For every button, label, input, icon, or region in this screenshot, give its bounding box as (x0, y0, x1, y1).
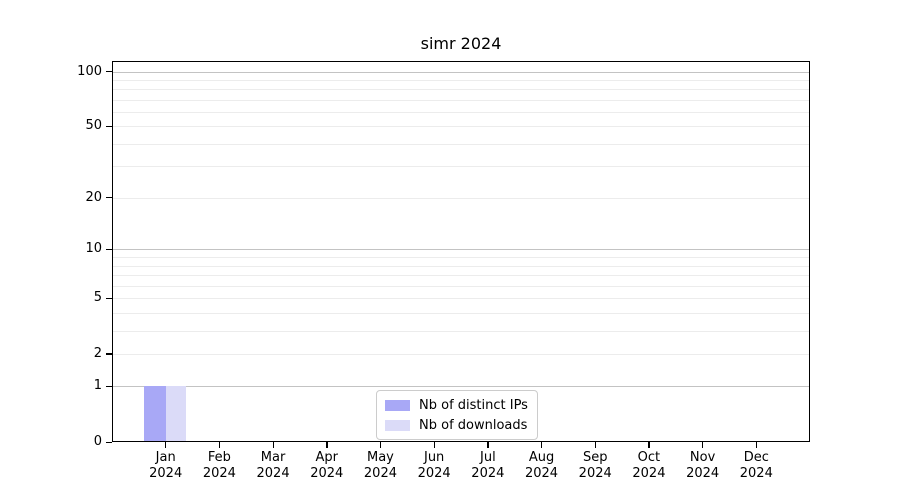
gridline-minor (112, 298, 810, 300)
gridline-minor (112, 143, 810, 145)
gridline-major (112, 71, 810, 73)
x-tick-label-aug: Aug 2024 (506, 450, 578, 482)
x-tick-month: Jun (423, 450, 445, 465)
y-tick-mark (106, 441, 112, 443)
gridline-minor (112, 89, 810, 91)
x-tick-month: Aug (528, 450, 555, 465)
y-tick-mark (106, 248, 112, 251)
x-tick-mark (165, 442, 167, 448)
y-tick-label: 100 (77, 63, 102, 79)
x-tick-year: 2024 (739, 466, 773, 481)
gridline-minor (112, 285, 810, 287)
x-tick-mark (379, 442, 382, 448)
x-tick-month: Jan (155, 450, 176, 465)
gridline-minor (112, 353, 810, 355)
y-tick-mark (106, 197, 112, 199)
legend-item-downloads: Nb of downloads (385, 416, 528, 434)
x-tick-year: 2024 (149, 466, 183, 481)
plot-area (112, 61, 810, 442)
legend-swatch-downloads (385, 419, 410, 431)
x-tick-year: 2024 (632, 466, 666, 481)
gridline-minor (112, 275, 810, 277)
x-tick-year: 2024 (524, 466, 559, 481)
x-tick-mark (702, 442, 704, 448)
x-tick-mark (487, 442, 489, 448)
legend-label-downloads: Nb of downloads (419, 417, 528, 433)
x-tick-mark (648, 442, 650, 448)
gridline-minor (112, 126, 810, 128)
gridline-minor (112, 197, 810, 199)
y-tick-label: 10 (85, 241, 102, 257)
x-tick-label-jan: Jan 2024 (130, 450, 202, 482)
x-tick-month: Jul (480, 450, 496, 465)
gridline-minor (112, 312, 810, 314)
bar-downloads-jan (165, 386, 186, 442)
gridline-minor (112, 265, 810, 267)
y-tick-label: 1 (93, 378, 102, 394)
x-tick-month: Oct (637, 450, 661, 465)
x-tick-year: 2024 (471, 466, 505, 481)
x-tick-month: May (367, 450, 394, 465)
y-tick-mark (106, 125, 112, 128)
x-tick-month: Dec (743, 450, 769, 465)
legend: Nb of distinct IPs Nb of downloads (376, 390, 538, 440)
chart-title: simr 2024 (420, 34, 502, 53)
y-tick-mark (106, 353, 112, 355)
x-tick-label-may: May 2024 (344, 450, 416, 482)
x-tick-year: 2024 (686, 466, 720, 481)
y-tick-mark (106, 385, 112, 388)
legend-swatch-distinct-ips (385, 399, 410, 411)
x-tick-mark (541, 442, 543, 448)
y-tick-label: 5 (93, 290, 102, 306)
y-tick-label: 0 (93, 434, 102, 449)
x-tick-year: 2024 (363, 466, 397, 481)
x-tick-mark (272, 442, 274, 448)
y-tick-mark (106, 297, 112, 299)
y-tick-mark (106, 71, 112, 73)
x-tick-label-apr: Apr 2024 (291, 450, 363, 482)
gridline-minor (112, 111, 810, 113)
x-tick-label-sep: Sep 2024 (559, 450, 631, 482)
x-tick-mark (755, 442, 758, 448)
x-tick-year: 2024 (417, 466, 451, 481)
x-tick-label-oct: Oct 2024 (613, 450, 685, 482)
gridline-minor (112, 257, 810, 259)
x-tick-label-dec: Dec 2024 (720, 450, 792, 482)
x-tick-label-jun: Jun 2024 (398, 450, 470, 482)
x-tick-month: Feb (207, 450, 231, 465)
x-tick-year: 2024 (202, 466, 236, 481)
x-tick-mark (433, 442, 435, 448)
x-tick-month: Sep (582, 450, 608, 465)
legend-item-distinct-ips: Nb of distinct IPs (385, 396, 528, 414)
gridline-major (112, 249, 810, 251)
x-tick-mark (594, 442, 597, 448)
x-tick-year: 2024 (578, 466, 612, 481)
y-tick-label: 50 (85, 118, 102, 134)
gridline-minor (112, 330, 810, 332)
x-tick-year: 2024 (310, 466, 344, 481)
gridline-minor (112, 79, 810, 81)
x-tick-mark (326, 442, 328, 448)
bar-distinct-ips-jan (143, 386, 166, 442)
x-tick-label-jul: Jul 2024 (452, 450, 524, 482)
gridline-minor (112, 99, 810, 101)
legend-label-distinct-ips: Nb of distinct IPs (419, 397, 528, 413)
x-tick-month: Mar (260, 450, 286, 465)
x-tick-label-mar: Mar 2024 (237, 450, 309, 482)
gridline-minor (112, 166, 810, 168)
x-tick-mark (218, 442, 221, 448)
x-tick-label-feb: Feb 2024 (183, 450, 255, 482)
x-tick-year: 2024 (256, 466, 290, 481)
y-tick-label: 20 (85, 189, 102, 205)
x-tick-label-nov: Nov 2024 (667, 450, 739, 482)
y-tick-label: 2 (93, 345, 102, 361)
x-tick-month: Apr (315, 450, 339, 465)
gridline-major (112, 386, 810, 388)
x-tick-month: Nov (689, 450, 716, 465)
